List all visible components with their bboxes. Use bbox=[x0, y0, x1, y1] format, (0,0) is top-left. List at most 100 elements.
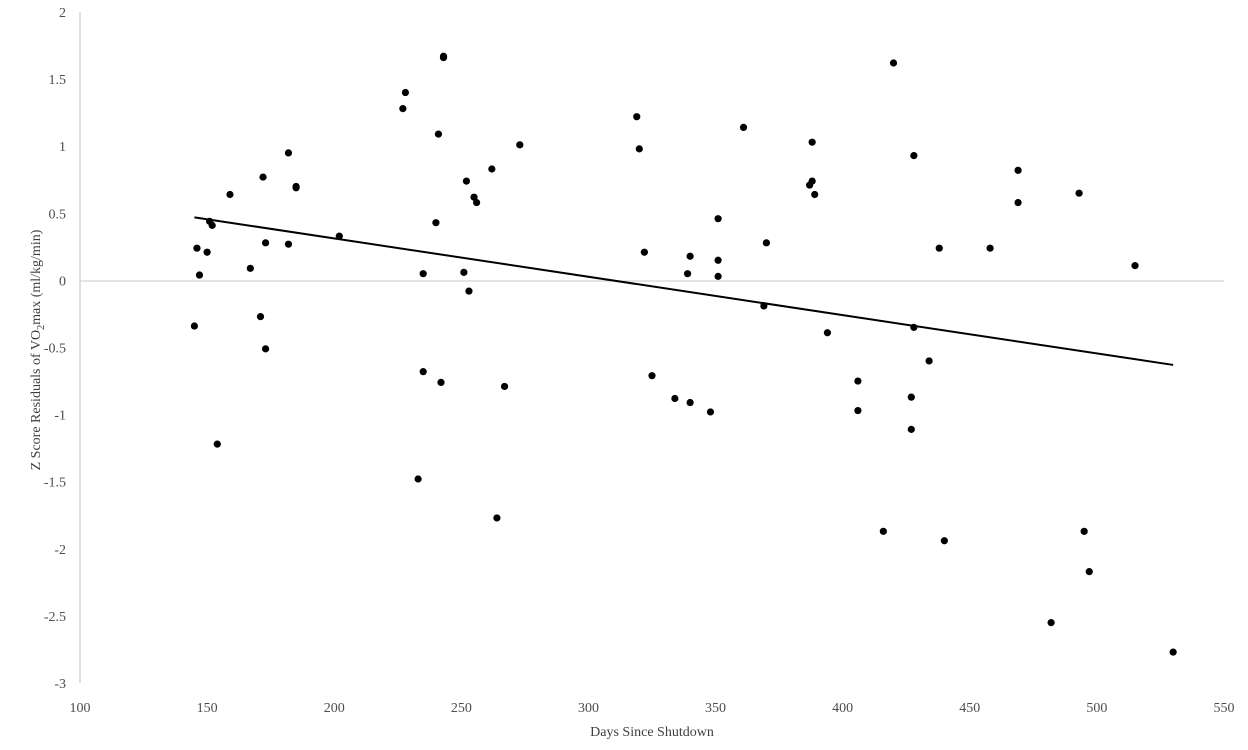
y-axis-ticks: 2 1.5 1 0.5 0 -0.5 -1 -1.5 -2 -2.5 -3 bbox=[44, 6, 66, 692]
data-point bbox=[203, 248, 211, 256]
data-point bbox=[907, 393, 915, 401]
x-tick-label: 450 bbox=[959, 701, 980, 716]
data-point bbox=[683, 270, 692, 278]
data-point bbox=[439, 52, 448, 60]
data-point bbox=[195, 271, 204, 279]
scatter-points bbox=[190, 52, 1177, 656]
data-point bbox=[419, 368, 427, 376]
data-point bbox=[256, 313, 265, 321]
data-point bbox=[226, 190, 234, 199]
data-point bbox=[910, 151, 918, 160]
data-point bbox=[488, 165, 496, 173]
y-tick-label: -2.5 bbox=[44, 610, 66, 625]
x-axis-ticks: 100 150 200 250 300 350 400 450 500 550 bbox=[70, 701, 1235, 716]
data-point bbox=[190, 322, 198, 330]
data-point bbox=[671, 394, 679, 403]
data-point bbox=[1131, 262, 1139, 270]
data-point bbox=[635, 145, 643, 153]
data-point bbox=[284, 149, 293, 157]
y-tick-label: 1.5 bbox=[49, 73, 67, 88]
data-point bbox=[648, 372, 656, 380]
y-tick-label: 1 bbox=[59, 140, 66, 155]
data-point bbox=[292, 184, 300, 192]
data-point bbox=[889, 59, 898, 67]
data-point bbox=[854, 377, 862, 385]
data-point bbox=[465, 287, 473, 295]
data-point bbox=[414, 475, 422, 483]
data-point bbox=[714, 256, 722, 264]
data-point bbox=[472, 198, 481, 207]
data-point bbox=[213, 440, 221, 448]
data-point bbox=[762, 239, 771, 247]
x-tick-label: 500 bbox=[1086, 701, 1107, 716]
data-point bbox=[470, 193, 478, 201]
data-point bbox=[1169, 648, 1177, 656]
data-point bbox=[714, 215, 722, 223]
x-tick-label: 150 bbox=[197, 701, 218, 716]
data-point bbox=[208, 221, 216, 229]
linear-trendline bbox=[194, 216, 1174, 366]
data-point bbox=[1014, 198, 1022, 207]
data-point bbox=[432, 219, 440, 227]
data-point bbox=[1075, 189, 1083, 197]
x-tick-label: 250 bbox=[451, 701, 472, 716]
data-point bbox=[986, 244, 994, 252]
x-tick-label: 100 bbox=[70, 701, 91, 716]
data-point bbox=[493, 514, 501, 522]
y-axis-title-prefix: Z Score Residuals of VO bbox=[29, 330, 44, 471]
data-point bbox=[1085, 568, 1093, 576]
x-tick-label: 550 bbox=[1214, 701, 1235, 716]
x-tick-label: 300 bbox=[578, 701, 599, 716]
data-point bbox=[284, 240, 293, 248]
data-point bbox=[935, 244, 943, 252]
data-point bbox=[399, 105, 407, 113]
data-point bbox=[706, 408, 715, 416]
data-point bbox=[640, 248, 648, 256]
y-tick-label: -2 bbox=[54, 543, 66, 558]
data-point bbox=[811, 190, 819, 199]
data-point bbox=[516, 141, 524, 149]
y-tick-label: -3 bbox=[54, 677, 66, 692]
data-point bbox=[462, 177, 471, 185]
data-point bbox=[434, 130, 443, 138]
data-point bbox=[261, 239, 270, 247]
data-point bbox=[500, 382, 509, 391]
x-tick-label: 200 bbox=[324, 701, 345, 716]
data-point bbox=[854, 406, 862, 415]
y-tick-label: -1 bbox=[54, 409, 66, 424]
x-axis-title: Days Since Shutdown bbox=[590, 725, 714, 740]
data-point bbox=[193, 244, 201, 252]
data-point bbox=[419, 270, 427, 278]
data-point bbox=[823, 329, 832, 337]
y-axis-title-suffix: max (ml/kg/min) bbox=[29, 229, 44, 325]
data-point bbox=[633, 113, 641, 121]
x-tick-label: 350 bbox=[705, 701, 726, 716]
data-point bbox=[686, 398, 694, 407]
y-tick-label: 0 bbox=[59, 274, 66, 289]
y-tick-label: -0.5 bbox=[44, 342, 66, 357]
y-tick-label: 0.5 bbox=[49, 207, 67, 222]
y-axis-title-subscript: 2 bbox=[36, 325, 47, 330]
data-point bbox=[460, 268, 468, 276]
data-point bbox=[1014, 166, 1022, 174]
data-point bbox=[686, 252, 694, 260]
data-point bbox=[1047, 619, 1055, 627]
y-tick-label: 2 bbox=[59, 6, 66, 21]
data-point bbox=[739, 123, 748, 132]
data-point bbox=[879, 527, 887, 535]
y-tick-label: -1.5 bbox=[44, 476, 66, 491]
data-point bbox=[925, 357, 933, 365]
data-point bbox=[808, 138, 816, 146]
data-point bbox=[1080, 527, 1088, 535]
data-point bbox=[907, 425, 915, 433]
data-point bbox=[259, 173, 267, 181]
y-axis-title: Z Score Residuals of VO2max (ml/kg/min) bbox=[29, 229, 47, 470]
data-point bbox=[714, 272, 722, 280]
data-point bbox=[261, 345, 270, 353]
data-point bbox=[940, 537, 948, 545]
data-point bbox=[437, 378, 445, 386]
x-tick-label: 400 bbox=[832, 701, 853, 716]
data-point bbox=[246, 264, 254, 272]
